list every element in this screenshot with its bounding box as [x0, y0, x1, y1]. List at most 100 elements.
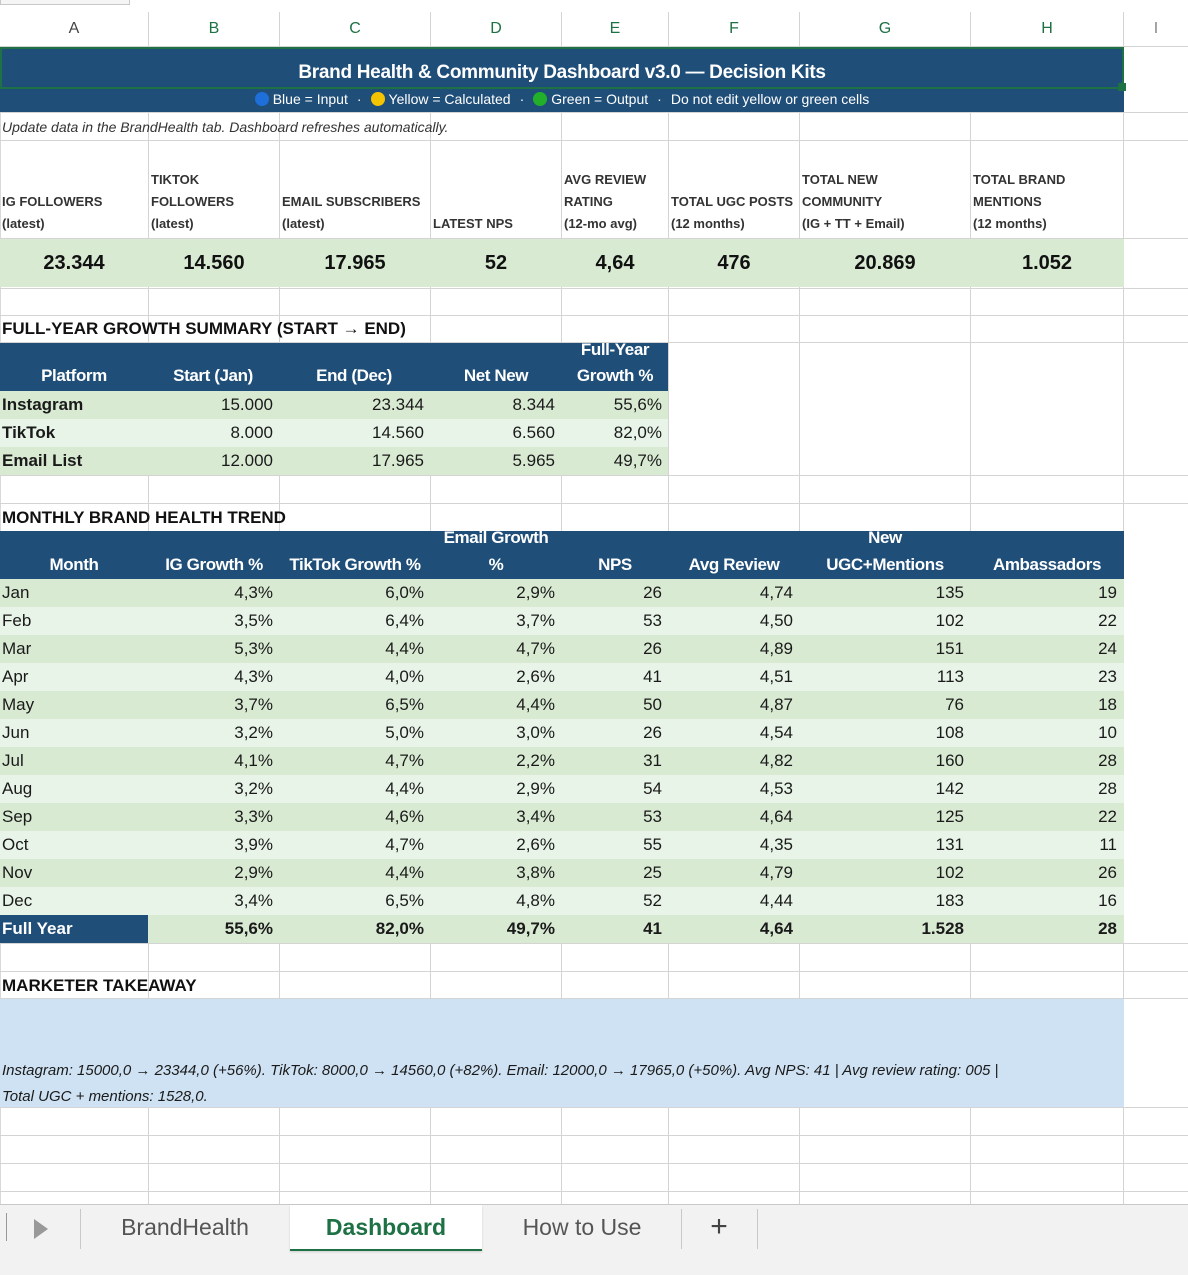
trend-cell-amb[interactable]: 11 — [1099, 835, 1117, 854]
trend-cell-tt[interactable]: 4,6% — [385, 807, 424, 826]
trend-cell-m[interactable]: Dec — [2, 891, 33, 910]
kpi-label-1[interactable]: IG FOLLOWERS (latest) — [2, 169, 148, 235]
trend-cell-em[interactable]: 2,9% — [516, 779, 555, 798]
trend-cell-nps[interactable]: 31 — [643, 751, 662, 770]
trend-cell-ugc[interactable]: 76 — [945, 695, 964, 714]
kpi-label-4[interactable]: LATEST NPS — [433, 169, 561, 235]
trend-cell-m[interactable]: Nov — [2, 863, 33, 882]
trend-cell-m[interactable]: Jul — [2, 751, 24, 770]
kpi-value-3[interactable]: 17.965 — [324, 251, 386, 274]
growth-header-start[interactable]: Start (Jan) — [173, 366, 253, 385]
trend-cell-em[interactable]: 4,4% — [516, 695, 555, 714]
col-header-h[interactable]: H — [971, 12, 1123, 46]
trend-cell-tt[interactable]: 4,4% — [385, 863, 424, 882]
trend-cell-rev[interactable]: 4,74 — [759, 583, 793, 602]
total-cell-amb[interactable]: 28 — [1098, 919, 1117, 938]
kpi-label-7[interactable]: TOTAL NEW COMMUNITY (IG + TT + Email) — [802, 169, 970, 235]
trend-cell-ugc[interactable]: 108 — [935, 723, 964, 742]
growth-header-net[interactable]: Net New — [463, 366, 529, 385]
trend-cell-ugc[interactable]: 102 — [935, 611, 964, 630]
trend-header-month[interactable]: Month — [49, 555, 99, 574]
trend-header-ambassadors[interactable]: Ambassadors — [992, 555, 1102, 574]
trend-cell-nps[interactable]: 26 — [643, 639, 662, 658]
growth-cell-end[interactable]: 23.344 — [372, 395, 424, 414]
trend-cell-ig[interactable]: 3,3% — [234, 807, 273, 826]
kpi-value-6[interactable]: 476 — [717, 251, 751, 274]
trend-cell-em[interactable]: 2,9% — [516, 583, 555, 602]
trend-cell-ig[interactable]: 3,4% — [234, 891, 273, 910]
total-cell-nps[interactable]: 41 — [643, 919, 662, 938]
growth-section-title[interactable]: FULL-YEAR GROWTH SUMMARY (START → END) — [2, 319, 406, 338]
trend-cell-nps[interactable]: 50 — [643, 695, 662, 714]
trend-cell-tt[interactable]: 4,7% — [385, 835, 424, 854]
tab-scroll-right-icon[interactable] — [34, 1219, 48, 1239]
growth-cell-platform[interactable]: Email List — [2, 451, 83, 470]
name-box[interactable] — [0, 0, 130, 5]
growth-cell-net[interactable]: 8.344 — [512, 395, 555, 414]
trend-cell-ig[interactable]: 2,9% — [234, 863, 273, 882]
trend-cell-ugc[interactable]: 151 — [935, 639, 964, 658]
trend-cell-amb[interactable]: 26 — [1098, 863, 1117, 882]
growth-cell-growth[interactable]: 49,7% — [613, 451, 662, 470]
total-cell-rev[interactable]: 4,64 — [759, 919, 793, 938]
trend-cell-ig[interactable]: 3,5% — [234, 611, 273, 630]
trend-cell-tt[interactable]: 4,0% — [385, 667, 424, 686]
trend-cell-tt[interactable]: 6,0% — [385, 583, 424, 602]
fill-handle[interactable] — [1118, 83, 1126, 91]
growth-cell-growth[interactable]: 55,6% — [613, 395, 662, 414]
trend-header-ig[interactable]: IG Growth % — [165, 555, 263, 574]
growth-cell-platform[interactable]: Instagram — [2, 395, 84, 414]
trend-section-title[interactable]: MONTHLY BRAND HEALTH TREND — [2, 508, 286, 527]
trend-cell-amb[interactable]: 19 — [1098, 583, 1117, 602]
tab-brandhealth[interactable]: BrandHealth — [121, 1213, 249, 1240]
trend-cell-tt[interactable]: 4,4% — [385, 779, 424, 798]
trend-cell-ig[interactable]: 4,3% — [234, 583, 273, 602]
trend-cell-em[interactable]: 2,6% — [516, 667, 555, 686]
trend-cell-ugc[interactable]: 183 — [935, 891, 964, 910]
takeaway-box[interactable] — [0, 999, 1124, 1107]
growth-cell-start[interactable]: 15.000 — [221, 395, 273, 414]
trend-cell-ugc[interactable]: 142 — [935, 779, 964, 798]
trend-cell-tt[interactable]: 6,5% — [385, 695, 424, 714]
trend-cell-rev[interactable]: 4,64 — [759, 807, 793, 826]
trend-cell-rev[interactable]: 4,44 — [759, 891, 793, 910]
trend-cell-rev[interactable]: 4,82 — [759, 751, 793, 770]
trend-cell-m[interactable]: Sep — [2, 807, 33, 826]
trend-cell-nps[interactable]: 26 — [643, 583, 662, 602]
kpi-value-5[interactable]: 4,64 — [595, 251, 635, 274]
trend-cell-tt[interactable]: 5,0% — [385, 723, 424, 742]
trend-cell-nps[interactable]: 41 — [643, 667, 662, 686]
trend-cell-m[interactable]: Feb — [2, 611, 32, 630]
growth-cell-net[interactable]: 6.560 — [512, 423, 555, 442]
tab-how-to-use[interactable]: How to Use — [522, 1213, 642, 1240]
kpi-value-4[interactable]: 52 — [484, 251, 508, 274]
trend-cell-amb[interactable]: 18 — [1098, 695, 1117, 714]
trend-cell-rev[interactable]: 4,79 — [759, 863, 793, 882]
growth-cell-end[interactable]: 14.560 — [372, 423, 424, 442]
trend-header-review[interactable]: Avg Review — [688, 555, 780, 574]
total-cell-ig[interactable]: 55,6% — [224, 919, 273, 938]
trend-cell-amb[interactable]: 10 — [1098, 723, 1117, 742]
col-header-g[interactable]: G — [800, 12, 970, 46]
trend-cell-m[interactable]: Apr — [2, 667, 29, 686]
trend-cell-ig[interactable]: 4,3% — [234, 667, 273, 686]
trend-cell-ig[interactable]: 5,3% — [234, 639, 273, 658]
trend-cell-m[interactable]: Oct — [2, 835, 29, 854]
trend-cell-em[interactable]: 4,7% — [516, 639, 555, 658]
trend-cell-nps[interactable]: 26 — [643, 723, 662, 742]
trend-header-tiktok[interactable]: TikTok Growth % — [289, 555, 421, 574]
col-header-f[interactable]: F — [669, 12, 799, 46]
col-header-e[interactable]: E — [562, 12, 668, 46]
trend-header-new[interactable]: New — [868, 528, 902, 547]
trend-cell-m[interactable]: May — [2, 695, 35, 714]
trend-cell-m[interactable]: Mar — [2, 639, 32, 658]
trend-cell-rev[interactable]: 4,87 — [759, 695, 793, 714]
trend-header-ugc[interactable]: UGC+Mentions — [826, 555, 944, 574]
total-cell-em[interactable]: 49,7% — [506, 919, 555, 938]
kpi-value-1[interactable]: 23.344 — [43, 251, 105, 274]
trend-header-nps[interactable]: NPS — [598, 555, 632, 574]
col-header-b[interactable]: B — [149, 12, 279, 46]
kpi-label-3[interactable]: EMAIL SUBSCRIBERS (latest) — [282, 169, 430, 235]
trend-cell-rev[interactable]: 4,51 — [759, 667, 793, 686]
growth-cell-net[interactable]: 5.965 — [512, 451, 555, 470]
